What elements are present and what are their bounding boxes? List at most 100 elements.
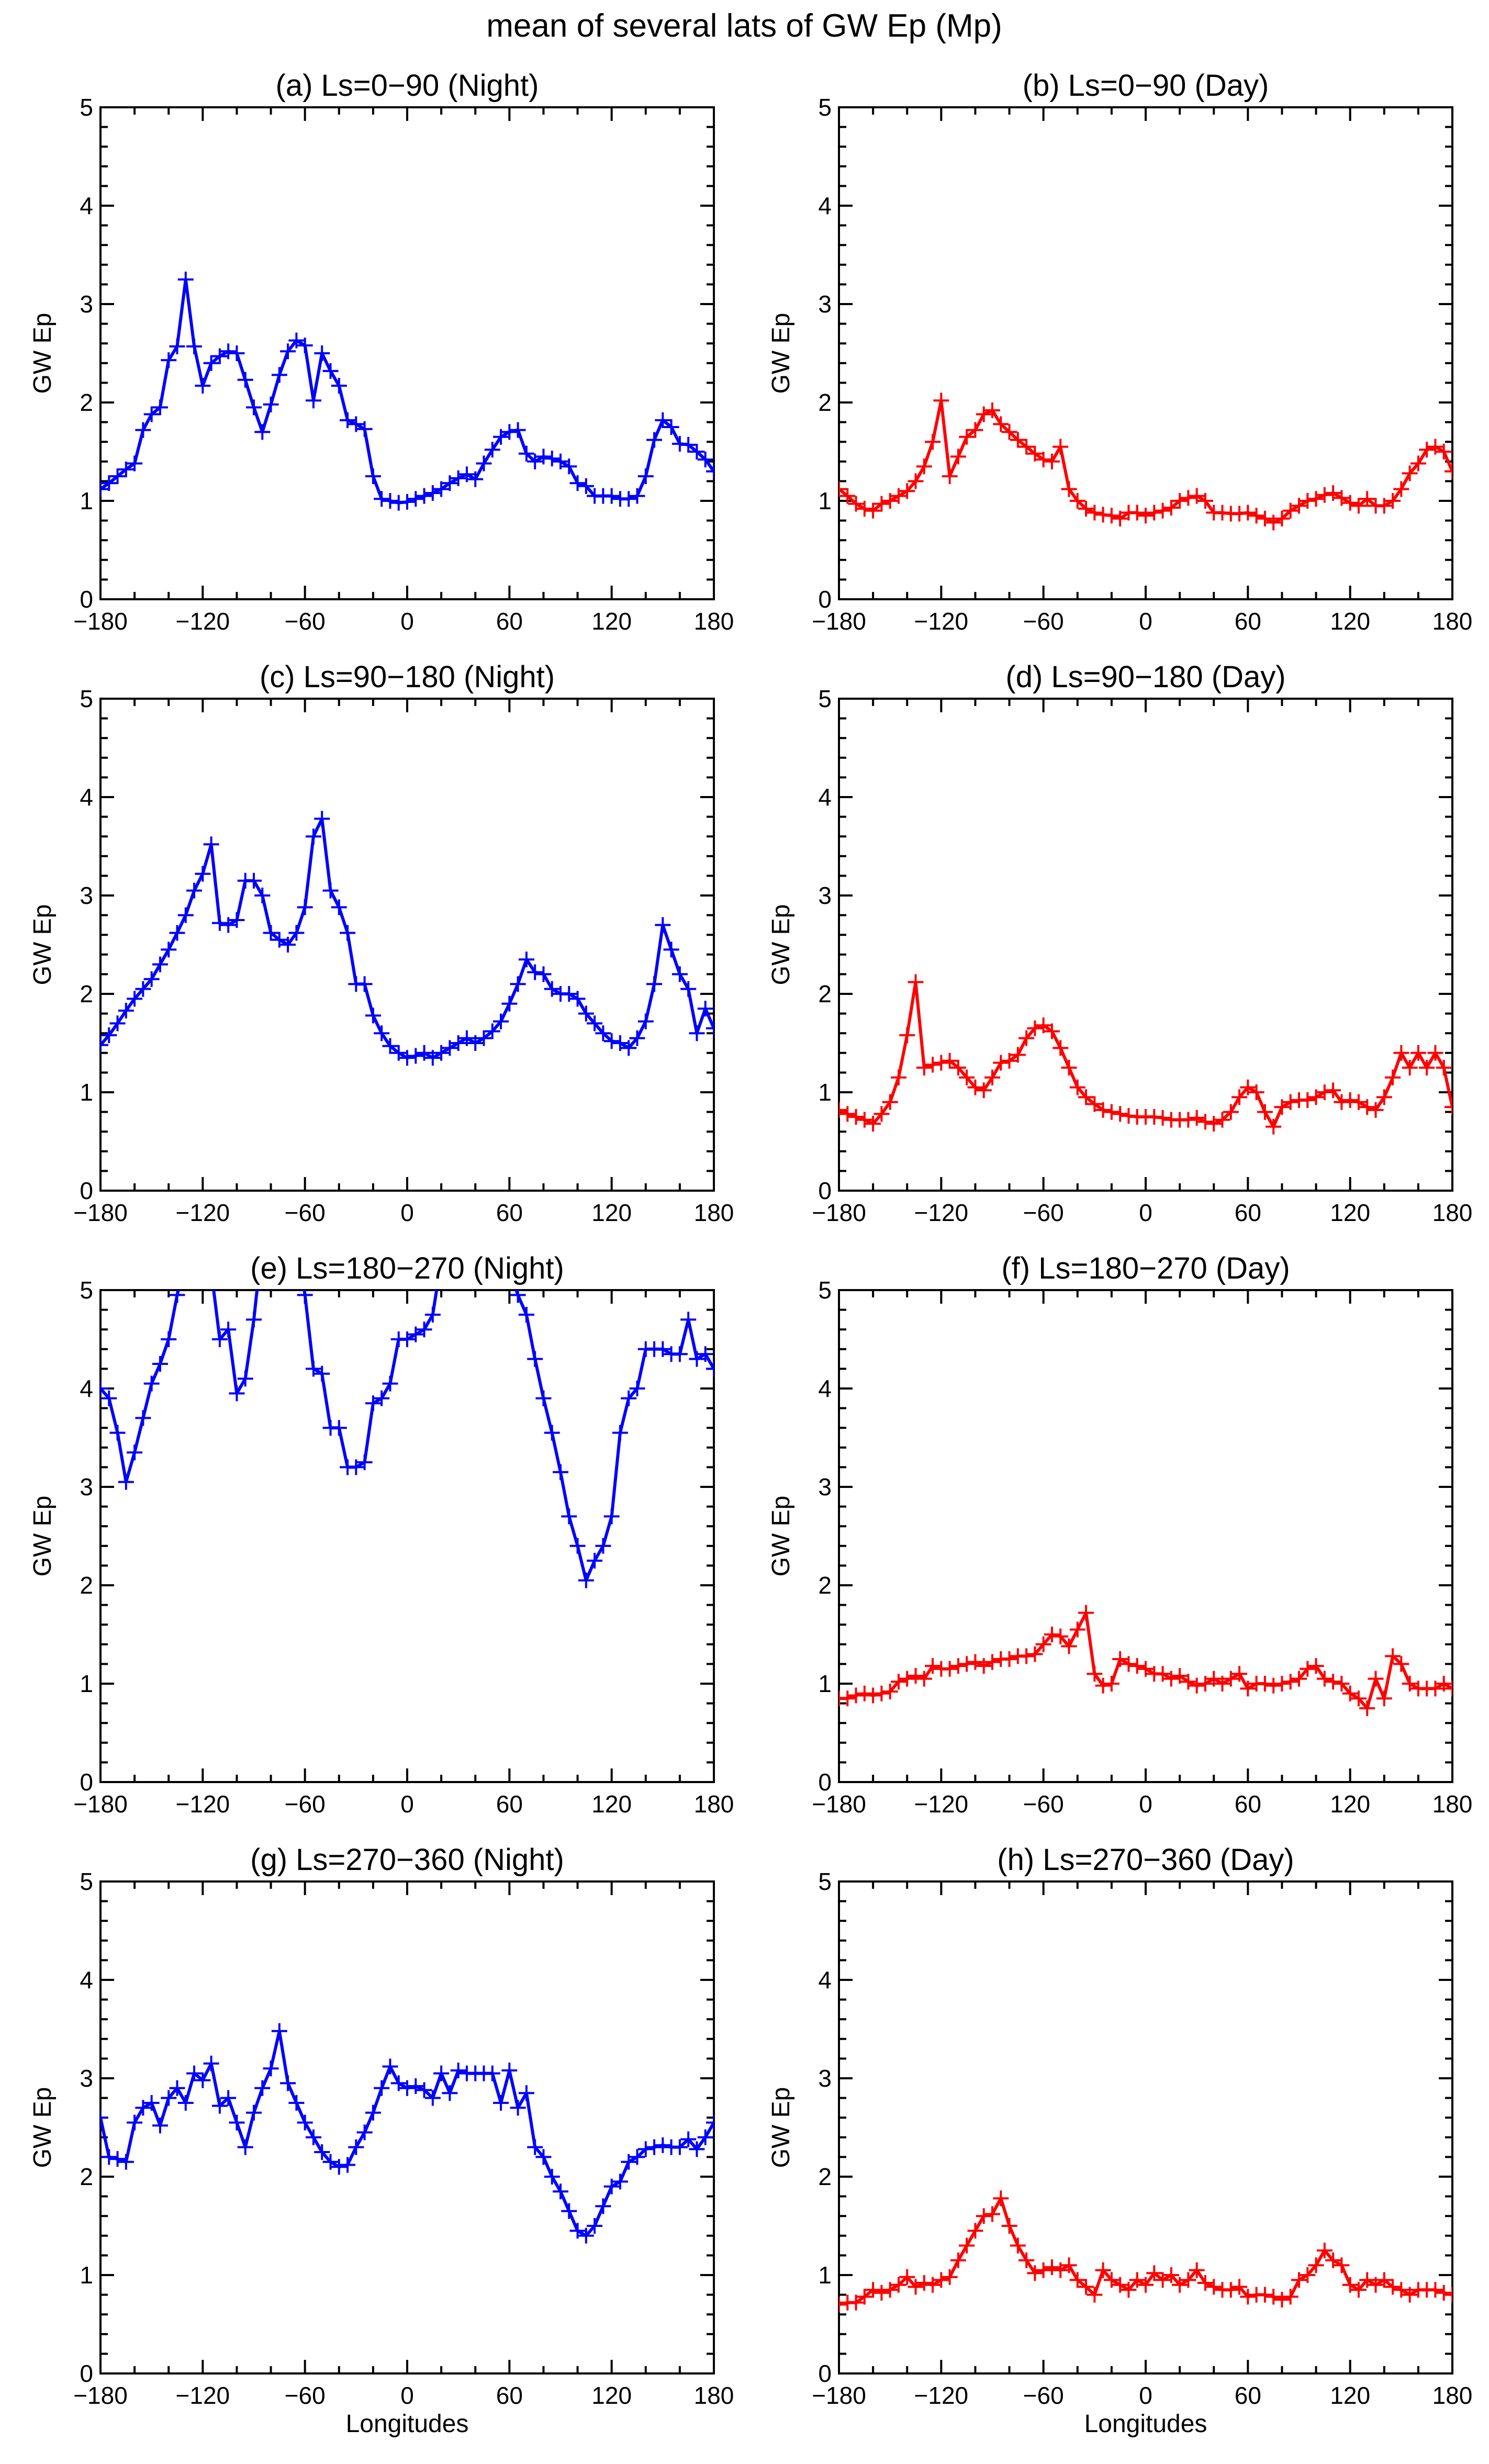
- panel-h-data-point: [1300, 2267, 1316, 2283]
- panel-b-data-point: [1078, 501, 1094, 517]
- panel-f-ytick-label: 0: [818, 1768, 832, 1796]
- panel-a-data-point: [544, 451, 560, 467]
- panel-g-data-point: [578, 2227, 594, 2244]
- panel-g-xtick-label: 120: [591, 2382, 632, 2409]
- panel-f-xtick-label: −180: [812, 1790, 866, 1818]
- panel-a-data-point: [629, 488, 645, 504]
- panel-d-data-point: [942, 1052, 958, 1069]
- panel-a-data-point: [399, 494, 415, 510]
- panel-e-data-point: [365, 1395, 381, 1412]
- panel-d-data-point: [1368, 1102, 1384, 1118]
- panel-f-data-point: [1103, 1676, 1119, 1692]
- panel-b-title: (b) Ls=0−90 (Day): [1023, 69, 1269, 103]
- panel-c-data: [100, 811, 714, 1066]
- panel-a-data-point: [569, 475, 586, 491]
- panel-e-ytick-label: 1: [80, 1670, 93, 1697]
- panel-h-data-point: [1180, 2272, 1196, 2288]
- panel-h-data-point: [1069, 2272, 1085, 2288]
- panel-b-data-point: [1053, 439, 1069, 455]
- panel-g-data-point: [493, 2095, 509, 2111]
- panel-f-data-point: [1334, 1676, 1350, 1692]
- panel-b-data-point: [950, 449, 966, 465]
- panel-f: (f) Ls=180−270 (Day)−180 −120 −60 0 60 120 180…: [767, 1251, 1472, 1818]
- panel-d-data-point: [1197, 1114, 1213, 1130]
- panel-g-series-line: [100, 2029, 714, 2237]
- panel-a-data-point: [697, 452, 713, 468]
- panel-h-xlabel: Longitudes: [1084, 2410, 1207, 2438]
- panel-h-data-point: [933, 2272, 949, 2288]
- panel-d-data-point: [848, 1109, 864, 1125]
- panel-g-data-point: [518, 2085, 534, 2101]
- panel-c-data-point: [297, 899, 313, 915]
- panel-c-data-point: [143, 971, 160, 987]
- panel-d-data-point: [1078, 1089, 1094, 1105]
- panel-d-data-point: [916, 1060, 932, 1076]
- panel-h-title: (h) Ls=270−360 (Day): [997, 1843, 1294, 1877]
- panel-d-data-point: [1112, 1106, 1128, 1122]
- panel-d-data-point: [839, 1106, 856, 1122]
- panel-c-data-point: [697, 1001, 713, 1017]
- panel-c-data-point: [535, 966, 552, 982]
- panel-h-data-point: [1291, 2272, 1307, 2288]
- panel-a-data-point: [220, 343, 237, 360]
- panel-d-data-point: [1018, 1030, 1035, 1046]
- panel-a-data-point: [348, 416, 364, 432]
- panel-c-data-point: [458, 1030, 475, 1046]
- panel-c-data-point: [621, 1040, 637, 1056]
- panel-h-data-point: [1350, 2282, 1367, 2298]
- panel-c-ytick-label: 5: [80, 685, 93, 712]
- panel-a-data-point: [663, 419, 679, 435]
- panel-c-data-point: [680, 981, 697, 997]
- panel-g-ylabel: GW Ep: [29, 2087, 57, 2168]
- panel-a-data-point: [553, 453, 568, 469]
- panel-g-data-point: [655, 2137, 671, 2153]
- panel-f-data-point: [1078, 1605, 1094, 1621]
- panel-f-data-point: [882, 1684, 898, 1700]
- panel-b-data-point: [1069, 493, 1085, 509]
- panel-g-data-point: [621, 2154, 637, 2170]
- panel-b-data-point: [865, 502, 881, 519]
- panel-e-xtick-label: −180: [73, 1790, 128, 1818]
- panel-f-xtick-label: −120: [914, 1790, 969, 1818]
- panel-g-ytick-label: 3: [80, 2065, 93, 2092]
- panel-g-ytick-label: 1: [80, 2261, 93, 2289]
- panel-a-data-point: [118, 461, 134, 477]
- panel-a-data-point: [177, 272, 194, 287]
- panel-a-data-point: [527, 453, 543, 469]
- panel-e-title: (e) Ls=180−270 (Night): [250, 1251, 564, 1285]
- panel-g-data-point: [161, 2090, 177, 2106]
- panel-f-ytick-label: 2: [818, 1572, 832, 1599]
- panel-e-xtick-label: −60: [285, 1790, 326, 1818]
- panel-e-data-point: [263, 1223, 279, 1239]
- panel-e-data-point: [178, 1253, 194, 1269]
- panel-e-data-point: [603, 1508, 620, 1525]
- panel-c-series-line: [100, 817, 714, 1060]
- panel-f-data-point: [1001, 1651, 1017, 1667]
- panel-b-data-point: [1240, 505, 1256, 521]
- panel-c-data-point: [603, 1033, 620, 1049]
- panel-h-data-point: [1334, 2257, 1350, 2273]
- panel-f-data-point: [1291, 1671, 1307, 1687]
- panel-d-data-point: [1282, 1094, 1298, 1110]
- panel-c-xtick-label: 60: [496, 1199, 523, 1226]
- panel-d-data-point: [899, 1027, 915, 1043]
- panel-e-data-point: [143, 1375, 160, 1392]
- panel-d-data-point: [1402, 1060, 1418, 1076]
- panel-d-series-line: [839, 980, 1452, 1128]
- panel-d-data-point: [1445, 1099, 1452, 1115]
- panel-g-data-point: [314, 2144, 330, 2160]
- panel-d-data-point: [1342, 1092, 1358, 1108]
- panel-e-data-point: [680, 1312, 697, 1328]
- panel-g-xtick-label: −120: [176, 2382, 230, 2409]
- panel-h-ytick-label: 2: [818, 2163, 832, 2190]
- panel-f-data-point: [1087, 1666, 1103, 1682]
- panel-e-data-point: [535, 1390, 552, 1406]
- panel-e: (e) Ls=180−270 (Night)−180 −120 −60 0 60 120 1…: [29, 1223, 734, 1818]
- panel-d-ylabel: GW Ep: [767, 904, 795, 985]
- panel-a-data-point: [237, 372, 253, 388]
- panel-g-xlabel: Longitudes: [346, 2410, 469, 2438]
- panel-a-xtick-label: −180: [73, 608, 128, 635]
- panel-c-data-point: [305, 828, 321, 845]
- panel-b-data-point: [1282, 502, 1298, 519]
- panel-g-ytick-label: 0: [80, 2360, 93, 2387]
